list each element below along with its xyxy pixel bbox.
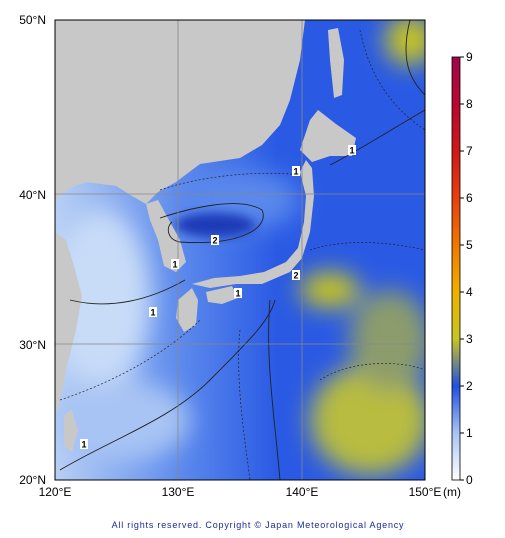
colorbar-tick-label: 5 — [466, 238, 473, 252]
lon-label: 140°E — [286, 485, 319, 499]
contour-label-box — [171, 259, 179, 269]
dashed-contours — [59, 29, 425, 480]
lon-label: 130°E — [162, 485, 195, 499]
lat-label: 30°N — [19, 338, 46, 352]
contour-label: 1 — [349, 146, 354, 156]
contour-label: 2 — [293, 271, 298, 281]
contour-label: 2 — [212, 236, 217, 246]
lat-label: 20°N — [19, 473, 46, 487]
lon-label: 120°E — [39, 485, 72, 499]
colorbar-tick-label: 4 — [466, 285, 473, 299]
colorbar-tick-label: 2 — [466, 379, 473, 393]
graticule — [55, 20, 425, 480]
copyright: All rights reserved. Copyright © Japan M… — [112, 520, 405, 530]
colorbar-tick-label: 9 — [466, 50, 473, 64]
lon-label: 150°E — [409, 485, 442, 499]
land — [55, 20, 356, 452]
colorbar-unit: (m) — [443, 485, 461, 499]
lat-label: 40°N — [19, 188, 46, 202]
contour-label: 1 — [150, 308, 155, 318]
contour-label: 1 — [293, 167, 298, 177]
lat-label: 50°N — [19, 13, 46, 27]
colorbar-tick-label: 3 — [466, 332, 473, 346]
contours — [59, 20, 425, 480]
wave-peak — [175, 213, 255, 237]
colorbar-tick-label: 8 — [466, 97, 473, 111]
colorbar-tick-label: 1 — [466, 426, 473, 440]
colorbar-tick-label: 6 — [466, 191, 473, 205]
contour-label-box — [348, 145, 356, 155]
colorbar-tick-label: 0 — [466, 473, 473, 487]
contour-label-box — [149, 307, 157, 317]
wave-field — [55, 20, 425, 475]
colorbar-tick-label: 7 — [466, 144, 473, 158]
contour-label: 1 — [81, 440, 86, 450]
contour-label: 1 — [235, 289, 240, 299]
contour-label-box — [292, 270, 300, 280]
contour-label-box — [80, 439, 88, 449]
contour-label: 1 — [172, 260, 177, 270]
map-frame — [54, 19, 426, 481]
contour-label-box — [234, 288, 242, 298]
contour-label-box — [211, 235, 219, 245]
contour-label-box — [292, 166, 300, 176]
colorbar — [451, 56, 461, 481]
map-area: 1 1 2 1 2 1 1 1 — [55, 20, 425, 480]
